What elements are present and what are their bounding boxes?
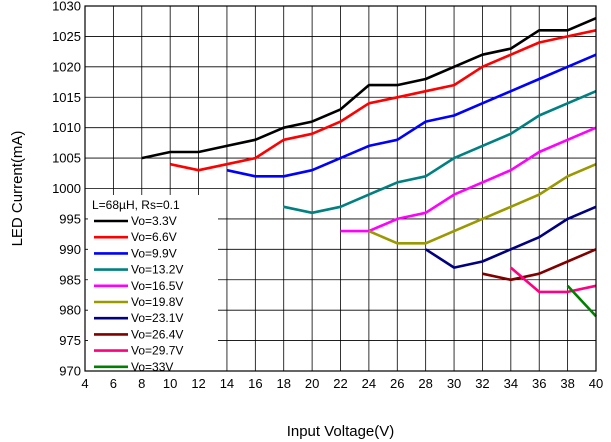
x-tick-labels: 4 6 8 10 12 14 16 18 20 22 24 26 28 30 32 34 36 38 40 [81, 376, 603, 391]
y-tick-labels: 970 975 980 985 990 995 1000 1005 1010 1015 1020 10… [52, 0, 81, 379]
y-tick-label: 1020 [52, 59, 81, 74]
x-tick-label: 28 [418, 376, 432, 391]
y-tick-label: 1025 [52, 29, 81, 44]
x-tick-label: 40 [589, 376, 603, 391]
x-tick-label: 8 [138, 376, 145, 391]
series-line-3 [226, 53, 597, 178]
y-tick-label: 975 [59, 333, 81, 348]
x-tick-label: 22 [333, 376, 347, 391]
series-line-8 [482, 248, 597, 282]
x-tick-label: 4 [81, 376, 88, 391]
legend-title: L=68µH, Rs=0.1 [92, 198, 180, 212]
x-tick-label: 12 [191, 376, 205, 391]
x-tick-label: 24 [362, 376, 376, 391]
series-line-1 [141, 17, 597, 160]
series-line-10 [566, 284, 597, 318]
legend-entry: Vo=19.8V [131, 295, 183, 309]
series-line-9 [509, 266, 597, 294]
y-tick-label: 985 [59, 272, 81, 287]
y-tick-label: 1000 [52, 181, 81, 196]
y-tick-label: 1015 [52, 90, 81, 105]
legend-entry: Vo=16.5V [131, 279, 183, 293]
y-tick-label: 980 [59, 303, 81, 318]
x-tick-label: 38 [560, 376, 574, 391]
legend-entry: Vo=3.3V [131, 214, 177, 228]
y-tick-label: 1005 [52, 151, 81, 166]
x-tick-label: 32 [475, 376, 489, 391]
x-tick-label: 18 [276, 376, 290, 391]
series-lines [141, 17, 597, 318]
x-tick-label: 30 [447, 376, 461, 391]
legend-entry: Vo=26.4V [131, 327, 183, 341]
y-tick-label: 1010 [52, 120, 81, 135]
x-tick-label: 26 [390, 376, 404, 391]
x-tick-label: 6 [110, 376, 117, 391]
series-line-5 [340, 126, 597, 233]
legend-entry: Vo=23.1V [131, 311, 183, 325]
x-axis-title: Input Voltage(V) [287, 423, 395, 440]
y-tick-label: 1030 [52, 0, 81, 14]
y-axis-title: LED Current(mA) [9, 131, 26, 247]
x-tick-label: 34 [504, 376, 518, 391]
legend-entry: Vo=13.2V [131, 263, 183, 277]
y-tick-label: 995 [59, 211, 81, 226]
series-line-4 [283, 90, 597, 215]
series-line-6 [368, 163, 597, 245]
legend-entry: Vo=9.9V [131, 246, 177, 260]
legend-entry: Vo=29.7V [131, 344, 183, 358]
legend-entry: Vo=33V [131, 360, 173, 374]
series-line-2 [169, 29, 597, 172]
y-tick-label: 990 [59, 242, 81, 257]
x-tick-label: 20 [305, 376, 319, 391]
legend-entry: Vo=6.6V [131, 230, 177, 244]
x-tick-label: 10 [163, 376, 177, 391]
series-line-7 [424, 205, 597, 269]
legend: L=68µH, Rs=0.1 Vo=3.3V Vo=6.6V Vo=9.9V Vo=13… [88, 195, 218, 377]
y-tick-label: 970 [59, 364, 81, 379]
x-tick-label: 16 [248, 376, 262, 391]
x-tick-label: 36 [532, 376, 546, 391]
plot-frame [84, 5, 597, 372]
x-tick-label: 14 [220, 376, 234, 391]
